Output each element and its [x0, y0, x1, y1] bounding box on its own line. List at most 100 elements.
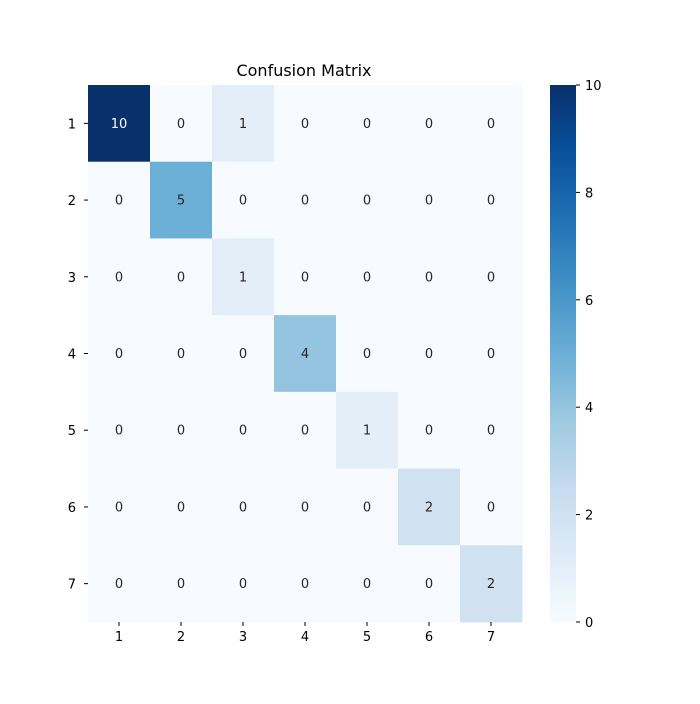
heatmap-cell-r3-c1 [88, 238, 151, 316]
x-tick-label: 6 [425, 630, 433, 645]
cell-label-r5-c7: 0 [487, 424, 495, 439]
colorbar-tick-label: 10 [585, 79, 602, 94]
heatmap-cell-r4-c6 [398, 315, 461, 393]
heatmap-cell-r5-c4 [274, 391, 337, 470]
heatmap-cell-r7-c7 [460, 545, 523, 623]
heatmap-cell-r6-c1 [88, 468, 151, 546]
y-tick-label: 7 [68, 578, 76, 593]
x-tick-label: 7 [487, 630, 495, 645]
heatmap-cell-r1-c6 [398, 85, 461, 163]
heatmap-cell-r1-c4 [274, 85, 337, 163]
cell-label-r2-c4: 0 [301, 194, 309, 209]
cell-label-r7-c6: 0 [425, 577, 433, 592]
cell-label-r4-c5: 0 [363, 347, 371, 362]
y-tick-label: 5 [68, 424, 76, 439]
heatmap-cell-r6-c6 [398, 468, 461, 546]
cell-label-r2-c2: 5 [177, 194, 185, 209]
heatmap-cell-r1-c3 [212, 85, 275, 163]
heatmap-cell-r7-c1 [88, 545, 151, 623]
heatmap-cell-r4-c4 [274, 315, 337, 393]
cell-label-r1-c1: 10 [111, 117, 128, 132]
heatmap-cell-r4-c2 [150, 315, 213, 393]
cell-label-r6-c2: 0 [177, 500, 185, 515]
heatmap-cell-r3-c7 [460, 238, 523, 316]
heatmap-cell-r5-c6 [398, 391, 461, 470]
cell-label-r3-c7: 0 [487, 270, 495, 285]
colorbar-tick-label: 6 [585, 294, 593, 309]
colorbar-tick-label: 8 [585, 186, 593, 201]
cell-label-r7-c4: 0 [301, 577, 309, 592]
heatmap-cell-r1-c7 [460, 85, 523, 163]
cell-label-r6-c7: 0 [487, 500, 495, 515]
cell-label-r1-c5: 0 [363, 117, 371, 132]
cell-label-r5-c3: 0 [239, 424, 247, 439]
cell-label-r6-c4: 0 [301, 500, 309, 515]
cell-label-r5-c2: 0 [177, 424, 185, 439]
y-tick-label: 4 [68, 348, 76, 363]
cell-label-r6-c3: 0 [239, 500, 247, 515]
cell-label-r4-c2: 0 [177, 347, 185, 362]
cell-label-r7-c5: 0 [363, 577, 371, 592]
cell-label-r4-c4: 4 [301, 347, 309, 362]
heatmap-cell-r5-c3 [212, 391, 275, 470]
colorbar-ticks: 0 2 4 6 8 10 [576, 79, 602, 631]
y-tick-label: 3 [68, 271, 76, 286]
x-axis: 1 2 3 4 5 6 7 [115, 622, 495, 645]
cell-label-r1-c2: 0 [177, 117, 185, 132]
heatmap-cell-r2-c1 [88, 161, 151, 239]
colorbar-tick-label: 4 [585, 401, 593, 416]
colorbar-tick-label: 2 [585, 509, 593, 524]
heatmap-cell-r5-c2 [150, 391, 213, 470]
heatmap-cell-r4-c3 [212, 315, 275, 393]
cell-label-r7-c3: 0 [239, 577, 247, 592]
chart-title: Confusion Matrix [236, 61, 371, 80]
cell-label-r6-c5: 0 [363, 500, 371, 515]
cell-label-r5-c5: 1 [363, 424, 371, 439]
cell-label-r4-c7: 0 [487, 347, 495, 362]
heatmap-cell-r1-c5 [336, 85, 399, 163]
cell-label-r5-c1: 0 [115, 424, 123, 439]
heatmap-cell-r3-c2 [150, 238, 213, 316]
y-tick-label: 2 [68, 194, 76, 209]
heatmap-cell-r6-c7 [460, 468, 523, 546]
cell-label-r3-c1: 0 [115, 270, 123, 285]
cell-label-r2-c5: 0 [363, 194, 371, 209]
heatmap-cell-r7-c4 [274, 545, 337, 623]
heatmap-cells: 10 0 1 0 0 0 00 5 0 0 0 0 00 0 1 0 0 0 00 0 0 4 0 0 00 0 0 0 1 0 00 0 0 0… [88, 85, 523, 623]
heatmap-cell-r2-c4 [274, 161, 337, 239]
heatmap-cell-r2-c3 [212, 161, 275, 239]
y-tick-label: 1 [68, 117, 76, 132]
colorbar: 0 2 4 6 8 10 [550, 79, 602, 631]
heatmap-cell-r6-c3 [212, 468, 275, 546]
cell-label-r7-c7: 2 [487, 577, 495, 592]
cell-label-r6-c6: 2 [425, 500, 433, 515]
heatmap-cell-r3-c4 [274, 238, 337, 316]
heatmap-cell-r6-c2 [150, 468, 213, 546]
heatmap-cell-r7-c6 [398, 545, 461, 623]
y-tick-label: 6 [68, 501, 76, 516]
heatmap-cell-r5-c1 [88, 391, 151, 470]
cell-label-r5-c6: 0 [425, 424, 433, 439]
cell-label-r1-c4: 0 [301, 117, 309, 132]
heatmap-cell-r6-c5 [336, 468, 399, 546]
heatmap-cell-r5-c7 [460, 391, 523, 470]
colorbar-gradient [550, 85, 576, 622]
x-tick-label: 4 [301, 630, 309, 645]
heatmap-cell-r3-c5 [336, 238, 399, 316]
colorbar-tick-label: 0 [585, 616, 593, 631]
heatmap-cell-r4-c7 [460, 315, 523, 393]
heatmap-cell-r2-c7 [460, 161, 523, 239]
heatmap-cell-r6-c4 [274, 468, 337, 546]
cell-label-r7-c2: 0 [177, 577, 185, 592]
x-tick-label: 3 [239, 630, 247, 645]
heatmap-cell-r7-c2 [150, 545, 213, 623]
heatmap-cell-r2-c2 [150, 161, 213, 239]
heatmap-cell-r4-c5 [336, 315, 399, 393]
cell-label-r1-c3: 1 [239, 117, 247, 132]
heatmap-cell-r2-c5 [336, 161, 399, 239]
heatmap-cell-r5-c5 [336, 391, 399, 470]
cell-label-r4-c6: 0 [425, 347, 433, 362]
cell-label-r4-c1: 0 [115, 347, 123, 362]
cell-label-r2-c6: 0 [425, 194, 433, 209]
